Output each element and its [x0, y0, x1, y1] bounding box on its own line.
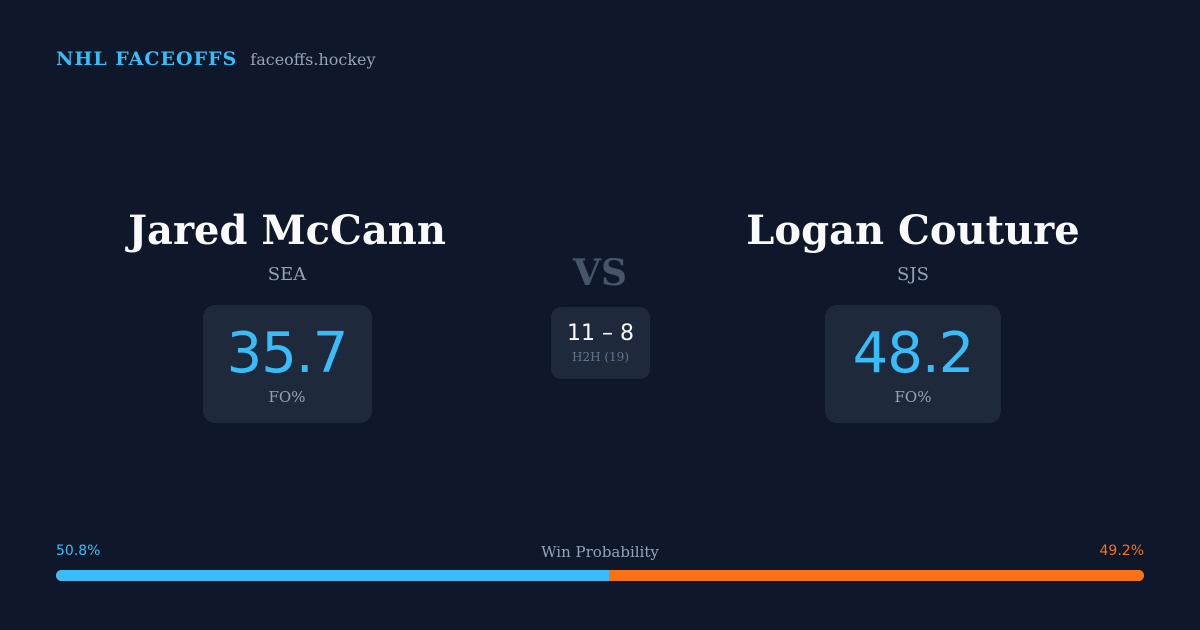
player-left: Jared McCann SEA 35.7 FO% [87, 205, 487, 423]
player-right-team: SJS [897, 264, 929, 285]
versus-label: VS [573, 252, 627, 294]
player-right-name: Logan Couture [746, 207, 1080, 254]
win-probability-title: Win Probability [541, 543, 659, 561]
player-left-team: SEA [267, 264, 307, 285]
player-left-fo-pct: 35.7 [226, 321, 349, 386]
player-right: Logan Couture SJS 48.2 FO% [713, 205, 1113, 423]
player-left-stat-card: 35.7 FO% [202, 305, 372, 423]
brand-name: NHL FACEOFFS [56, 48, 238, 70]
win-probability-labels: 50.8% Win Probability 49.2% [56, 543, 1144, 563]
win-probability-left-label: 50.8% [56, 543, 101, 559]
brand-domain: faceoffs.hockey [250, 50, 376, 69]
h2h-label: H2H (19) [571, 350, 629, 364]
win-probability-left-fill [56, 570, 609, 581]
h2h-score: 11 – 8 [567, 321, 634, 346]
player-left-name: Jared McCann [128, 207, 446, 254]
player-right-stat-card: 48.2 FO% [825, 305, 1001, 423]
player-right-fo-pct: 48.2 [852, 321, 975, 386]
win-probability-right-fill [608, 570, 1144, 581]
win-probability-right-label: 49.2% [1099, 543, 1144, 559]
player-left-fo-label: FO% [268, 388, 306, 406]
player-right-fo-label: FO% [894, 388, 932, 406]
win-probability-bar [56, 570, 1144, 581]
h2h-card: 11 – 8 H2H (19) [551, 307, 650, 379]
brand-header: NHL FACEOFFS faceoffs.hockey [56, 48, 376, 70]
